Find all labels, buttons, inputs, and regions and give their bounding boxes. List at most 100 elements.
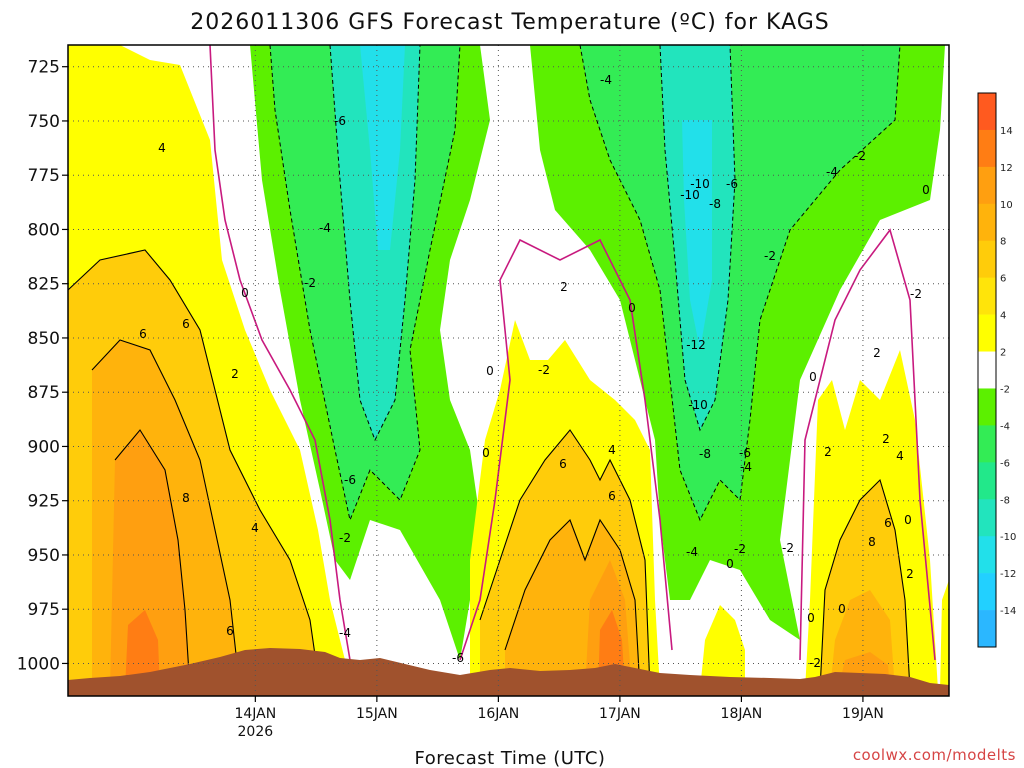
y-axis: 725 750 775 800 825 850 875 900 925 950 975 1000 <box>17 58 68 674</box>
contour-label: 8 <box>182 491 190 505</box>
y-tick-label: 950 <box>28 546 60 566</box>
x-tick-label: 14JAN <box>234 706 276 722</box>
x-tick-label: 18JAN <box>721 706 763 722</box>
x-axis-label: Forecast Time (UTC) <box>415 748 606 768</box>
contour-label: -2 <box>339 531 351 545</box>
freezing-line-2 <box>459 238 673 661</box>
contour-label: 2 <box>882 432 890 446</box>
colorbar: 14 12 10 8 6 4 2 -2 -4 -6 -8 -10 -12 -14 <box>977 92 1016 648</box>
contour-label: -2 <box>734 542 746 556</box>
colorbar-swatch <box>978 203 996 242</box>
colorbar-swatch <box>978 93 996 131</box>
contour-label: 4 <box>251 521 259 535</box>
contour-label: 6 <box>182 317 190 331</box>
contour-label: 0 <box>807 611 815 625</box>
contour-label: 6 <box>884 516 892 530</box>
contour-label: 0 <box>809 370 817 384</box>
contour-label: 2 <box>824 445 832 459</box>
contour-label: -6 <box>334 114 346 128</box>
colorbar-swatch <box>978 573 996 611</box>
contour-label: 0 <box>904 513 912 527</box>
colorbar-swatch <box>978 277 996 315</box>
warm-zone-early-max <box>125 610 160 690</box>
contour-label: 0 <box>922 183 930 197</box>
contour-label: -8 <box>709 197 721 211</box>
contour-label: 6 <box>139 327 147 341</box>
grid <box>68 45 949 696</box>
colorbar-swatch <box>978 425 996 463</box>
contour-label: -2 <box>854 149 866 163</box>
colorbar-swatch <box>978 536 996 574</box>
contour-label: 4 <box>158 141 166 155</box>
x-tick-label: 16JAN <box>477 706 519 722</box>
colorbar-label: -14 <box>1000 606 1016 617</box>
cold-zone-late-inner <box>580 45 900 520</box>
contour-label: -4 <box>319 221 331 235</box>
contour-label: -6 <box>726 177 738 191</box>
contour-label: 0 <box>726 557 734 571</box>
cold-zone-late-core <box>682 120 712 350</box>
contour-label: -10 <box>688 398 708 412</box>
contour-label: -6 <box>344 473 356 487</box>
colorbar-swatch <box>978 240 996 278</box>
cold-zone-mid-core <box>360 45 405 250</box>
y-tick-label: 800 <box>28 220 60 240</box>
contour-label: 0 <box>482 446 490 460</box>
y-tick-label: 1000 <box>17 654 60 674</box>
y-tick-label: 825 <box>28 275 60 295</box>
y-tick-label: 925 <box>28 492 60 512</box>
y-tick-label: 975 <box>28 600 60 620</box>
contour-label: -4 <box>600 73 612 87</box>
contour-label: 6 <box>226 624 234 638</box>
chart-title: 2026011306 GFS Forecast Temperature (ºC)… <box>190 10 830 35</box>
watermark: coolwx.com/modelts <box>853 746 1016 764</box>
colorbar-label: -4 <box>1000 421 1010 432</box>
contour-label: -2 <box>809 656 821 670</box>
contour-label: 4 <box>608 443 616 457</box>
contour-label: -2 <box>782 541 794 555</box>
contour-label: 0 <box>628 301 636 315</box>
colorbar-swatch <box>978 314 996 352</box>
contour-label: -2 <box>910 287 922 301</box>
contour-label: 2 <box>231 367 239 381</box>
y-tick-label: 750 <box>28 112 60 132</box>
contour-label: 0 <box>486 364 494 378</box>
colorbar-label: -10 <box>1000 532 1016 543</box>
contour-label: -4 <box>686 545 698 559</box>
colorbar-label: -12 <box>1000 569 1016 580</box>
colorbar-label: 10 <box>1000 200 1013 211</box>
contour-label: 6 <box>608 489 616 503</box>
contour-label: -2 <box>538 363 550 377</box>
contour-label: 4 <box>896 449 904 463</box>
colorbar-label: 6 <box>1000 274 1006 285</box>
colorbar-swatch <box>978 610 996 648</box>
colorbar-label: -8 <box>1000 495 1010 506</box>
x-tick-label: 17JAN <box>599 706 641 722</box>
colorbar-swatch <box>978 462 996 500</box>
contour-label: -8 <box>699 447 711 461</box>
isotherm-lines <box>68 249 911 691</box>
contour-label: -10 <box>690 177 710 191</box>
y-tick-label: 725 <box>28 58 60 78</box>
warm-pocket-late-f <box>940 580 949 690</box>
colorbar-label: 4 <box>1000 311 1006 322</box>
contour-label: 2 <box>906 567 914 581</box>
colorbar-swatch <box>978 499 996 537</box>
plot-frame <box>67 44 950 697</box>
temperature-field <box>68 45 949 696</box>
y-tick-label: 775 <box>28 166 60 186</box>
contour-label: -4 <box>339 626 351 640</box>
freezing-line-3 <box>799 228 936 661</box>
contour-label: 6 <box>559 457 567 471</box>
y-tick-label: 875 <box>28 383 60 403</box>
contour-label: 0 <box>241 286 249 300</box>
x-axis: 14JAN 2026 15JAN 16JAN 17JAN 18JAN 19JAN <box>234 696 884 740</box>
contour-label: 2 <box>873 346 881 360</box>
contour-label: -2 <box>764 249 776 263</box>
contour-label: -4 <box>826 165 838 179</box>
colorbar-label: 8 <box>1000 237 1006 248</box>
colorbar-label: -6 <box>1000 458 1010 469</box>
x-tick-label: 19JAN <box>842 706 884 722</box>
